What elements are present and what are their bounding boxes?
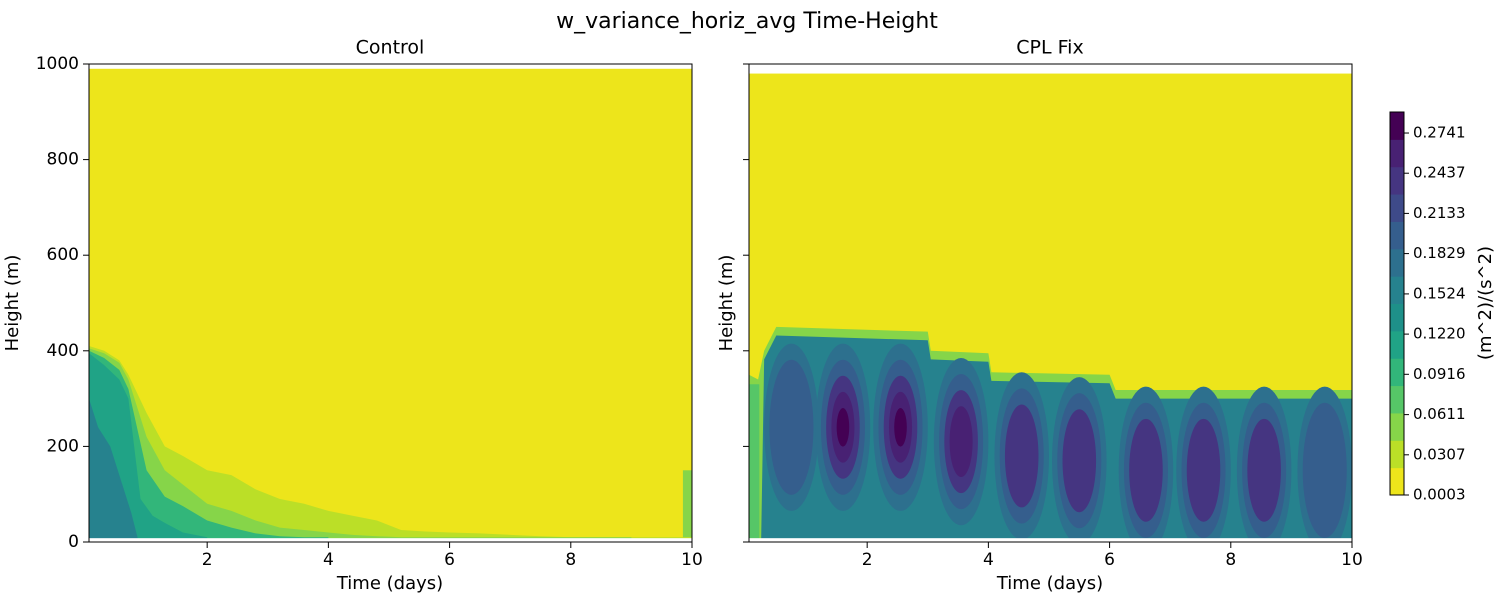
x-tick-label: 8 (1225, 550, 1236, 570)
colorbar-tick-label: 0.2133 (1413, 204, 1466, 222)
core-contour (1062, 409, 1097, 513)
contour-band (89, 346, 692, 542)
colorbar-swatch (1390, 221, 1404, 250)
x-axis-label: Time (days) (996, 573, 1103, 594)
core-contour (1129, 418, 1163, 522)
core-contour (1004, 404, 1039, 508)
y-axis (743, 63, 749, 543)
colorbar-swatch (1390, 248, 1404, 277)
colorbar-frame (1389, 111, 1405, 496)
x-tick-label: 10 (1341, 550, 1363, 570)
colorbar-tick-label: 0.1829 (1413, 244, 1466, 262)
colorbar-swatch (1390, 112, 1404, 140)
y-axis-label: Height (m) (2, 255, 23, 352)
colorbar-swatch (1390, 276, 1404, 304)
colorbar-swatch (1390, 330, 1404, 359)
core-contour (1302, 402, 1347, 538)
colorbar-swatch (1390, 303, 1404, 332)
y-axis-label: Height (m) (716, 255, 737, 352)
y-tick-label: 0 (68, 532, 79, 552)
x-tick-label: 2 (202, 550, 213, 570)
edge-feature (682, 470, 692, 538)
colorbar-swatch (1390, 385, 1404, 414)
colorbar-swatch (1390, 194, 1404, 222)
contour-band (89, 350, 329, 542)
colorbar-swatch (1390, 412, 1404, 441)
colorbar-tick-label: 0.2741 (1413, 124, 1466, 142)
core-contour (949, 406, 973, 478)
colorbar-swatch (1390, 139, 1404, 168)
colorbar-swatch (1390, 166, 1404, 195)
x-tick-label: 6 (444, 550, 455, 570)
y-tick-label: 800 (47, 150, 79, 170)
y-tick-label: 200 (47, 436, 79, 456)
spinup-stripe (749, 384, 760, 542)
domain-top-gap (89, 64, 692, 69)
x-axis-label: Time (days) (336, 573, 443, 594)
colorbar-ticks: 0.0003 0.0307 0.0611 0.0916 0.1220 0.1524 0.18… (1404, 124, 1466, 504)
domain-bottom-gap (749, 538, 1352, 542)
core-contour (1186, 418, 1221, 522)
colorbar: 0.0003 0.0307 0.0611 0.0916 0.1220 0.1524 0.18… (1389, 111, 1496, 504)
x-axis: 2 4 6 8 10 (202, 542, 703, 570)
panel-control: Control 2 4 6 8 10 0 200 400 600 800 1000 Time (d… (2, 37, 703, 595)
x-tick-label: 6 (1104, 550, 1115, 570)
colorbar-swatch (1390, 358, 1404, 387)
x-tick-label: 2 (862, 550, 873, 570)
figure-title: w_variance_horiz_avg Time-Height (556, 9, 938, 34)
y-tick-label: 1000 (36, 54, 79, 74)
plot-frame (748, 63, 1353, 543)
colorbar-gradient (1390, 112, 1404, 496)
x-axis: 2 4 6 8 10 (862, 542, 1363, 570)
plot-frame (88, 63, 693, 543)
plot-area-control (89, 64, 692, 542)
colorbar-tick-label: 0.1220 (1413, 325, 1466, 343)
core-contour (836, 407, 850, 447)
colorbar-tick-label: 0.1524 (1413, 284, 1466, 302)
domain-top-gap (749, 64, 1352, 74)
colorbar-tick-label: 0.2437 (1413, 164, 1466, 182)
x-tick-label: 4 (983, 550, 994, 570)
colorbar-tick-label: 0.0611 (1413, 405, 1466, 423)
colorbar-tick-label: 0.0003 (1413, 486, 1466, 504)
colorbar-swatch (1390, 440, 1404, 469)
panel-title: Control (356, 37, 425, 59)
colorbar-tick-label: 0.0916 (1413, 365, 1466, 383)
x-tick-label: 10 (681, 550, 703, 570)
colorbar-tick-label: 0.0307 (1413, 445, 1466, 463)
colorbar-label: (m^2)/(s^2) (1475, 246, 1496, 360)
core-contour (1247, 418, 1281, 522)
x-tick-label: 4 (323, 550, 334, 570)
domain-bottom-gap (89, 538, 692, 542)
panel-cpl-fix: CPL Fix 2 4 6 8 10 Time (days) Height (m) (716, 37, 1363, 595)
colorbar-swatch (1390, 467, 1404, 496)
x-tick-label: 8 (565, 550, 576, 570)
y-axis: 0 200 400 600 800 1000 (36, 54, 89, 552)
panel-title: CPL Fix (1016, 37, 1083, 59)
core-contour (894, 407, 907, 447)
core-contour (769, 359, 814, 495)
y-tick-label: 400 (47, 341, 79, 361)
plot-area-cpl-fix (749, 64, 1352, 542)
contour-band (89, 398, 138, 542)
y-tick-label: 600 (47, 245, 79, 265)
